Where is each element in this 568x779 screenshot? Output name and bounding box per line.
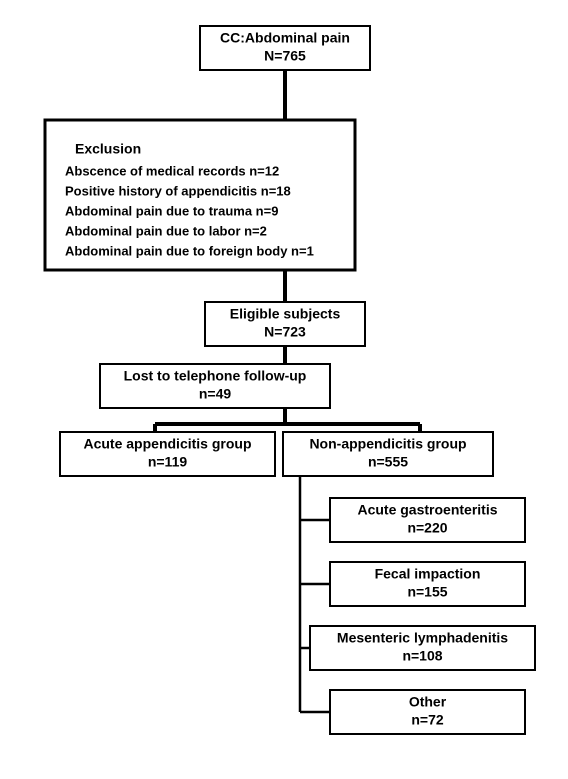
other-node: Other n=72 (330, 690, 525, 734)
exclusion-node: Exclusion Abscence of medical records n=1… (45, 120, 355, 270)
eligible-label: Eligible subjects (230, 306, 341, 322)
top-label: CC:Abdominal pain (220, 30, 350, 46)
non_appendicitis-node: Non-appendicitis group n=555 (283, 432, 493, 476)
mesenteric-label: n=108 (402, 648, 442, 664)
lost-label: n=49 (199, 386, 232, 402)
exclusion-item: Abdominal pain due to labor n=2 (65, 223, 267, 238)
fecal-node: Fecal impaction n=155 (330, 562, 525, 606)
appendicitis-node: Acute appendicitis group n=119 (60, 432, 275, 476)
appendicitis-label: n=119 (148, 454, 188, 470)
exclusion-item: Abscence of medical records n=12 (65, 163, 279, 178)
exclusion-item: Abdominal pain due to foreign body n=1 (65, 243, 314, 258)
mesenteric-node: Mesenteric lymphadenitis n=108 (310, 626, 535, 670)
gastro-label: Acute gastroenteritis (357, 502, 497, 518)
exclusion-item: Abdominal pain due to trauma n=9 (65, 203, 278, 218)
top-label: N=765 (264, 48, 306, 64)
mesenteric-label: Mesenteric lymphadenitis (337, 630, 508, 646)
top-node: CC:Abdominal pain N=765 (200, 26, 370, 70)
exclusion-title: Exclusion (75, 141, 141, 157)
other-label: Other (409, 694, 447, 710)
fecal-label: n=155 (407, 584, 447, 600)
non_appendicitis-label: Non-appendicitis group (309, 436, 466, 452)
non_appendicitis-label: n=555 (368, 454, 408, 470)
flowchart-canvas: CC:Abdominal pain N=765 Exclusion Abscence … (0, 0, 568, 779)
exclusion-item: Positive history of appendicitis n=18 (65, 183, 291, 198)
lost-label: Lost to telephone follow-up (124, 368, 307, 384)
eligible-node: Eligible subjects N=723 (205, 302, 365, 346)
fecal-label: Fecal impaction (375, 566, 481, 582)
gastro-node: Acute gastroenteritis n=220 (330, 498, 525, 542)
lost-node: Lost to telephone follow-up n=49 (100, 364, 330, 408)
gastro-label: n=220 (407, 520, 447, 536)
appendicitis-label: Acute appendicitis group (83, 436, 251, 452)
other-label: n=72 (411, 712, 444, 728)
eligible-label: N=723 (264, 324, 306, 340)
